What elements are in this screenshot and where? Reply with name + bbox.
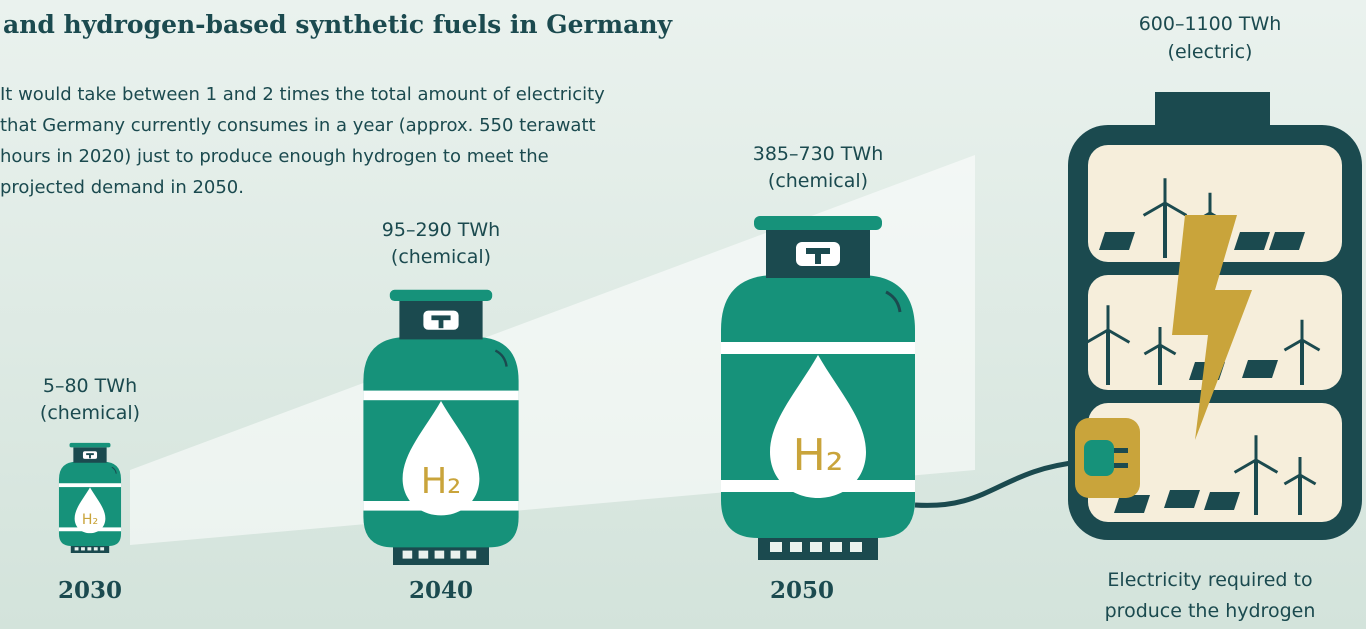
- cap: [390, 290, 492, 301]
- foot-slit: [467, 551, 477, 559]
- amount-label: 385–730 TWh: [753, 143, 884, 165]
- solar-panel: [1242, 360, 1278, 378]
- kind-label: (chemical): [391, 246, 491, 268]
- description-line: It would take between 1 and 2 times the …: [0, 84, 605, 105]
- solar-panel: [1099, 232, 1135, 250]
- plug-pin: [1114, 448, 1128, 453]
- foot-slit: [87, 547, 91, 550]
- year-label: 2050: [770, 577, 834, 604]
- foot-slit: [403, 551, 413, 559]
- valve-stem: [439, 319, 444, 329]
- kind-label: (chemical): [40, 402, 140, 424]
- solar-panel: [1204, 492, 1240, 510]
- kind-label: (chemical): [768, 170, 868, 192]
- infographic: and hydrogen-based synthetic fuels in Ge…: [0, 0, 1366, 629]
- foot-slit: [770, 542, 782, 552]
- solar-panel: [1269, 232, 1305, 250]
- foot-slit: [419, 551, 429, 559]
- amount-label: 95–290 TWh: [382, 219, 500, 241]
- title: and hydrogen-based synthetic fuels in Ge…: [3, 10, 673, 39]
- h2-symbol: H₂: [421, 461, 462, 502]
- foot-slit: [810, 542, 822, 552]
- battery-caption: produce the hydrogen: [1105, 600, 1316, 622]
- h2-symbol: H₂: [82, 512, 98, 528]
- amount-label: 5–80 TWh: [43, 375, 137, 397]
- valve-stem: [815, 252, 821, 264]
- foot-slit: [451, 551, 461, 559]
- description-line: projected demand in 2050.: [0, 177, 244, 198]
- foot-slit: [75, 547, 79, 550]
- band: [363, 391, 518, 401]
- battery-caption: Electricity required to: [1107, 569, 1312, 591]
- foot-slit: [81, 547, 85, 550]
- foot-slit: [100, 547, 104, 550]
- foot-slit: [850, 542, 862, 552]
- plug-pin: [1114, 463, 1128, 468]
- valve-stem: [89, 454, 91, 458]
- battery-amount: 600–1100 TWh: [1139, 13, 1282, 35]
- foot-slit: [94, 547, 98, 550]
- foot-slit: [790, 542, 802, 552]
- year-label: 2040: [409, 577, 473, 604]
- cap: [754, 216, 882, 230]
- description-line: that Germany currently consumes in a yea…: [0, 115, 596, 136]
- band: [59, 483, 121, 487]
- solar-panel: [1234, 232, 1270, 250]
- battery: [1068, 92, 1362, 540]
- cap: [70, 443, 111, 447]
- band: [721, 342, 915, 354]
- description-line: hours in 2020) just to produce enough hy…: [0, 146, 549, 167]
- year-label: 2030: [58, 577, 122, 604]
- solar-panel: [1164, 490, 1200, 508]
- foot-slit: [830, 542, 842, 552]
- plug: [1084, 440, 1114, 476]
- battery-kind: (electric): [1168, 41, 1253, 63]
- foot-slit: [435, 551, 445, 559]
- h2-symbol: H₂: [793, 430, 844, 481]
